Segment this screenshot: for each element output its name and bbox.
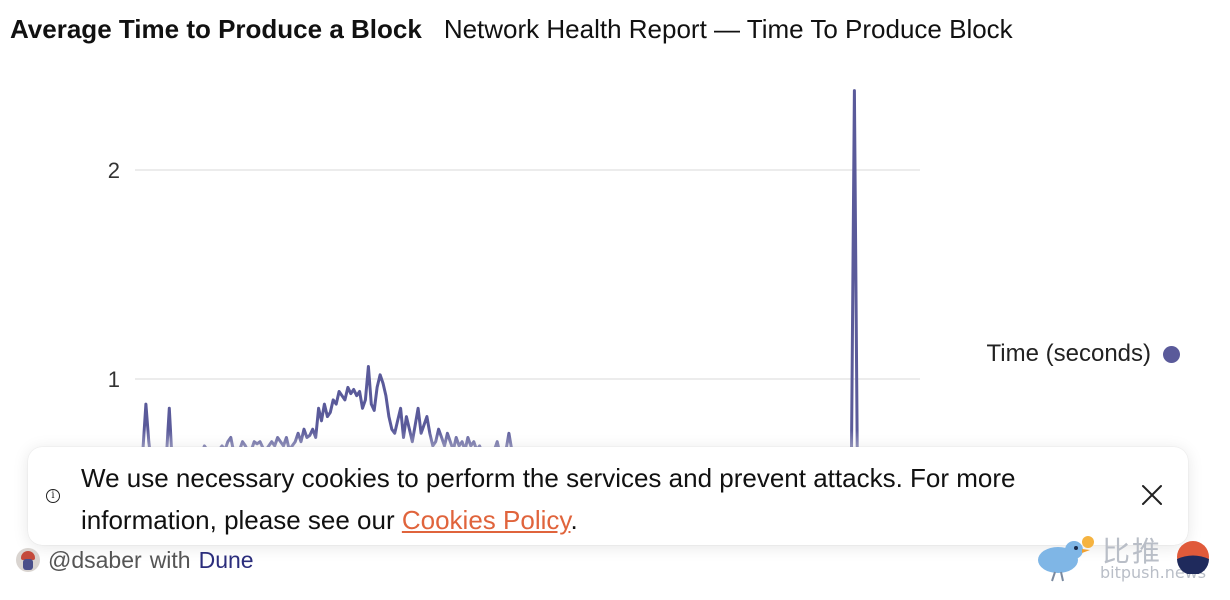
grid-layer (135, 169, 920, 380)
chart-footer: @dsaber with Dune (16, 545, 254, 575)
bitpush-watermark: 比推 bitpush.news (1030, 530, 1210, 590)
cookies-policy-link[interactable]: Cookies Policy (401, 505, 571, 535)
chart-title: Average Time to Produce a Block (10, 14, 422, 44)
chart-legend[interactable]: Time (seconds) (987, 340, 1180, 368)
avatar[interactable] (16, 548, 40, 572)
chart-header: Average Time to Produce a Block Network … (10, 14, 1013, 50)
with-text: with (149, 546, 191, 573)
y-axis-ticks: 12 (108, 158, 120, 392)
legend-swatch (1163, 345, 1180, 363)
dune-link[interactable]: Dune (198, 546, 254, 573)
cookie-message: We use necessary cookies to perform the … (81, 457, 1111, 541)
chart-subtitle: Network Health Report — Time To Produce … (443, 14, 1013, 44)
y-tick-label: 2 (108, 158, 120, 183)
series-layer (138, 89, 912, 469)
line-chart: 12 (108, 89, 920, 469)
bitpush-logo-icon (1177, 541, 1209, 574)
bird-logo-icon (1038, 536, 1094, 582)
y-tick-label: 1 (108, 367, 120, 392)
legend-label: Time (seconds) (986, 340, 1151, 367)
info-icon: i (46, 489, 60, 503)
cookie-text-end: . (570, 505, 578, 535)
watermark-cn: 比推 (1102, 535, 1163, 568)
series-line-time-seconds[interactable] (138, 89, 912, 469)
author-handle[interactable]: @dsaber (48, 546, 142, 573)
cookie-text: We use necessary cookies to perform the … (81, 463, 1016, 535)
close-icon[interactable] (1140, 483, 1164, 507)
cookie-banner: i We use necessary cookies to perform th… (28, 447, 1188, 545)
